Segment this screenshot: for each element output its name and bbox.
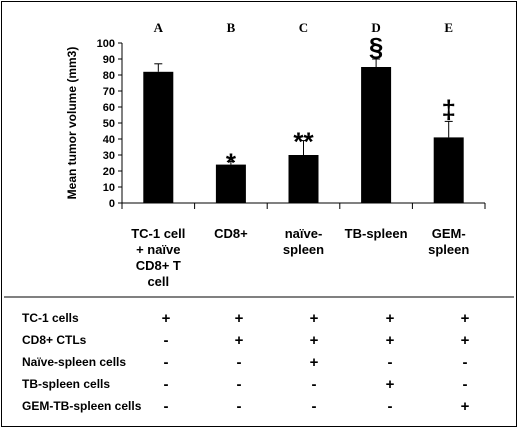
minus-mark: -	[463, 376, 468, 393]
minus-mark: -	[237, 376, 242, 393]
group-letter: A	[154, 20, 164, 35]
y-tick-label: 80	[103, 70, 115, 82]
significance-mark: §	[369, 32, 383, 62]
minus-mark: -	[388, 398, 393, 415]
table-row-label: TB-spleen cells	[22, 377, 110, 391]
category-label: cell	[147, 274, 169, 289]
category-label: CD8+	[214, 226, 248, 241]
minus-mark: -	[312, 398, 317, 415]
y-tick-label: 10	[103, 182, 115, 194]
category-label: + naïve	[136, 242, 180, 257]
plus-mark: +	[310, 332, 319, 349]
y-tick-label: 60	[103, 102, 115, 114]
category-label: naïve-	[285, 226, 323, 241]
plus-mark: +	[235, 332, 244, 349]
table-row-label: TC-1 cells	[22, 311, 79, 325]
bar-a	[143, 71, 174, 203]
y-tick-label: 50	[103, 118, 115, 130]
y-tick-label: 100	[97, 38, 115, 50]
significance-mark: **	[293, 127, 314, 157]
category-label: TB-spleen	[345, 226, 408, 241]
plus-mark: +	[386, 332, 395, 349]
chart-labels: 0 10 20 30 40 50 60 70 80 90 100 Mean tumor volume …	[65, 20, 469, 289]
y-tick-label: 70	[103, 86, 115, 98]
plus-mark: +	[461, 332, 470, 349]
treatment-table: TC-1 cells + + + + + CD8+ CTLs - + + + + Naïve-splee…	[4, 296, 514, 415]
chart-bars	[143, 58, 464, 203]
minus-mark: -	[312, 376, 317, 393]
minus-mark: -	[237, 354, 242, 371]
category-label: GEM-	[432, 226, 466, 241]
plus-mark: +	[162, 310, 171, 327]
group-letter: D	[371, 20, 380, 35]
y-tick-label: 20	[103, 166, 115, 178]
y-tick-label: 30	[103, 150, 115, 162]
chart-axes	[118, 42, 486, 209]
table-row-label: GEM-TB-spleen cells	[22, 399, 142, 413]
plus-mark: +	[461, 310, 470, 327]
plus-mark: +	[310, 310, 319, 327]
significance-mark: *	[226, 147, 237, 177]
category-label: spleen	[428, 242, 469, 257]
y-tick-label: 0	[109, 198, 115, 210]
bar-c	[288, 155, 319, 203]
plus-mark: +	[386, 376, 395, 393]
y-axis-label: Mean tumor volume (mm3)	[65, 47, 79, 200]
minus-mark: -	[463, 354, 468, 371]
y-tick-label: 40	[103, 134, 115, 146]
minus-mark: -	[164, 398, 169, 415]
bar-d	[361, 67, 392, 203]
y-tick-label: 90	[103, 54, 115, 66]
bar-chart: 0 10 20 30 40 50 60 70 80 90 100 Mean tumor volume …	[4, 20, 514, 415]
table-row-label: Naïve-spleen cells	[22, 355, 126, 369]
minus-mark: -	[164, 332, 169, 349]
bar-e	[433, 137, 464, 203]
group-letter: B	[227, 20, 236, 35]
plus-mark: +	[386, 310, 395, 327]
group-letter: E	[444, 20, 453, 35]
minus-mark: -	[237, 398, 242, 415]
plus-mark: +	[310, 354, 319, 371]
category-label: TC-1 cell	[131, 226, 185, 241]
table-row-label: CD8+ CTLs	[22, 333, 87, 347]
minus-mark: -	[164, 354, 169, 371]
minus-mark: -	[388, 354, 393, 371]
plus-mark: +	[235, 310, 244, 327]
minus-mark: -	[164, 376, 169, 393]
significance-mark: ‡	[441, 94, 455, 124]
group-letter: C	[299, 20, 308, 35]
category-label: CD8+ T	[136, 258, 181, 273]
category-label: spleen	[283, 242, 324, 257]
bar-b	[215, 164, 246, 203]
plus-mark: +	[461, 398, 470, 415]
